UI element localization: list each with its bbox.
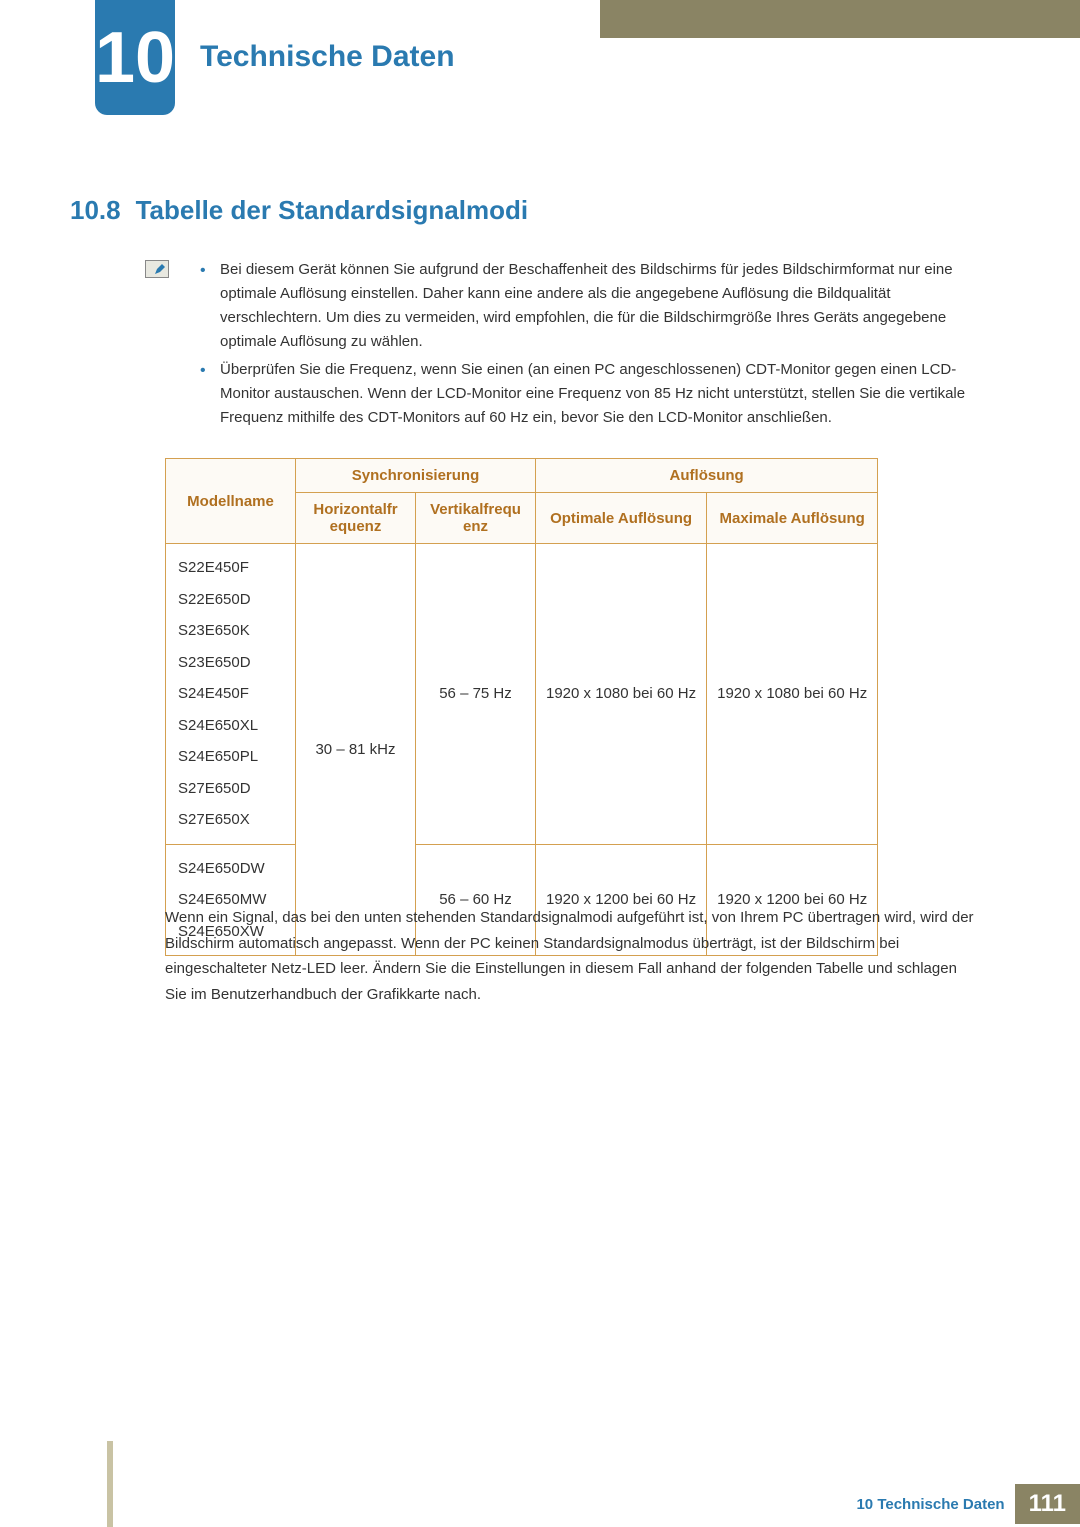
table-row: S22E450FS22E650DS23E650KS23E650DS24E450F… <box>166 544 878 845</box>
page: 10 Technische Daten 10.8 Tabelle der Sta… <box>0 0 1080 1527</box>
note-text: Überprüfen Sie die Frequenz, wenn Sie ei… <box>220 361 965 426</box>
list-item: Überprüfen Sie die Frequenz, wenn Sie ei… <box>180 358 980 430</box>
signal-table: Modellname Synchronisierung Auflösung Ho… <box>165 458 878 956</box>
col-model: Modellname <box>166 459 296 544</box>
header-bar <box>600 0 1080 38</box>
chapter-number: 10 <box>95 22 175 94</box>
model-name: S24E650XL <box>178 710 285 742</box>
note-block: Bei diesem Gerät können Sie aufgrund der… <box>180 258 980 434</box>
model-cell-group1: S22E450FS22E650DS23E650KS23E650DS24E450F… <box>166 544 296 845</box>
page-number: 111 <box>1015 1484 1080 1524</box>
footer: 10 Technische Daten 111 <box>0 1484 1080 1524</box>
section-number: 10.8 <box>70 195 121 226</box>
model-name: S27E650X <box>178 804 285 836</box>
section-heading: 10.8 Tabelle der Standardsignalmodi <box>70 195 528 226</box>
model-name: S23E650K <box>178 615 285 647</box>
list-item: Bei diesem Gerät können Sie aufgrund der… <box>180 258 980 354</box>
chapter-badge: 10 <box>95 0 175 115</box>
note-text: Bei diesem Gerät können Sie aufgrund der… <box>220 261 953 350</box>
model-name: S27E650D <box>178 773 285 805</box>
col-hfreq: Horizontalfrequenz <box>296 493 416 544</box>
model-name: S24E450F <box>178 678 285 710</box>
section-title: Tabelle der Standardsignalmodi <box>136 195 529 226</box>
vfreq-cell: 56 – 75 Hz <box>416 544 536 845</box>
col-res-group: Auflösung <box>536 459 878 493</box>
maxres-cell: 1920 x 1080 bei 60 Hz <box>707 544 878 845</box>
footer-chapter-label: 10 Technische Daten <box>856 1484 1014 1524</box>
model-list: S22E450FS22E650DS23E650KS23E650DS24E450F… <box>178 552 285 836</box>
col-sync-group: Synchronisierung <box>296 459 536 493</box>
model-name: S24E650DW <box>178 853 285 885</box>
note-pencil-icon <box>145 260 169 278</box>
model-name: S22E450F <box>178 552 285 584</box>
note-list: Bei diesem Gerät können Sie aufgrund der… <box>180 258 980 430</box>
col-vfreq: Vertikalfrequenz <box>416 493 536 544</box>
model-name: S23E650D <box>178 647 285 679</box>
paragraph: Wenn ein Signal, das bei den unten stehe… <box>165 905 978 1007</box>
hfreq-cell: 30 – 81 kHz <box>296 544 416 956</box>
chapter-title: Technische Daten <box>200 40 455 74</box>
model-name: S24E650PL <box>178 741 285 773</box>
model-name: S22E650D <box>178 584 285 616</box>
col-opt-res: Optimale Auflösung <box>536 493 707 544</box>
optres-cell: 1920 x 1080 bei 60 Hz <box>536 544 707 845</box>
col-max-res: Maximale Auflösung <box>707 493 878 544</box>
